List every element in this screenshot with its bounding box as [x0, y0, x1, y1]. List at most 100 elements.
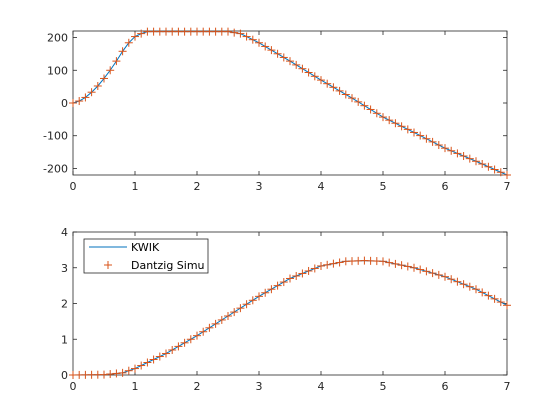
- dantzig-marker: [348, 94, 356, 103]
- y-tick-label: 3: [61, 262, 68, 275]
- dantzig-marker: [385, 258, 394, 267]
- y-tick-label: 1: [61, 333, 68, 346]
- dantzig-marker: [472, 157, 480, 166]
- dantzig-marker: [255, 38, 263, 47]
- top-axes-box: [72, 30, 508, 176]
- top-axes-tick-labels: 0 1 2 3 4 5 6 7 -200 -100 0 100 200: [43, 32, 510, 193]
- dantzig-marker: [441, 272, 449, 281]
- x-tick-label: 2: [194, 180, 201, 193]
- x-tick-label: 3: [256, 180, 263, 193]
- dantzig-marker: [118, 47, 127, 56]
- dantzig-marker: [93, 81, 102, 90]
- dantzig-marker: [335, 258, 344, 267]
- dantzig-marker: [137, 361, 146, 370]
- dantzig-marker: [447, 146, 456, 155]
- y-tick-label: 200: [47, 32, 68, 45]
- dantzig-marker: [292, 60, 301, 69]
- dantzig-marker: [403, 125, 412, 134]
- dantzig-marker: [236, 29, 245, 38]
- dantzig-marker: [503, 171, 511, 179]
- x-tick-label: 0: [70, 380, 77, 393]
- dantzig-marker: [397, 122, 406, 131]
- dantzig-marker: [366, 105, 375, 114]
- dantzig-marker: [465, 154, 474, 163]
- dantzig-marker: [310, 72, 319, 81]
- dantzig-marker: [248, 296, 257, 305]
- dantzig-marker: [335, 86, 344, 95]
- dantzig-marker: [137, 29, 146, 38]
- dantzig-marker: [453, 149, 462, 158]
- dantzig-marker: [273, 49, 282, 58]
- x-tick-label: 3: [256, 380, 263, 393]
- dantzig-marker: [87, 88, 96, 97]
- legend-dantzig-label: Dantzig Simu: [131, 259, 205, 272]
- x-tick-label: 4: [318, 180, 325, 193]
- dantzig-marker: [323, 260, 332, 269]
- y-tick-label: 0: [61, 369, 68, 382]
- dantzig-marker: [484, 162, 493, 171]
- dantzig-marker: [205, 323, 214, 332]
- dantzig-marker: [230, 308, 239, 317]
- dantzig-marker: [459, 152, 468, 161]
- dantzig-marker: [422, 267, 431, 276]
- dantzig-marker: [267, 285, 276, 294]
- dantzig-marker: [255, 292, 263, 301]
- bottom-axes-tick-labels: 0 1 2 3 4 5 6 7 0 1 2 3 4: [61, 226, 511, 393]
- dantzig-marker: [434, 141, 443, 150]
- dantzig-marker: [428, 269, 437, 278]
- dantzig-marker: [472, 285, 480, 294]
- dantzig-marker: [304, 68, 313, 77]
- x-tick-label: 0: [70, 180, 77, 193]
- dantzig-marker: [317, 76, 325, 85]
- dantzig-marker: [379, 113, 387, 122]
- dantzig-marker: [193, 331, 201, 340]
- dantzig-marker: [286, 274, 294, 283]
- dantzig-marker: [292, 271, 301, 280]
- dantzig-marker: [478, 288, 487, 297]
- y-tick-label: 4: [61, 226, 68, 239]
- dantzig-marker: [248, 35, 257, 44]
- dantzig-marker: [124, 38, 133, 47]
- dantzig-marker: [329, 83, 338, 92]
- dantzig-marker: [428, 137, 437, 146]
- dantzig-marker: [416, 265, 425, 274]
- dantzig-marker: [385, 116, 394, 125]
- dantzig-marker: [180, 338, 189, 347]
- dantzig-marker: [453, 277, 462, 286]
- dantzig-marker: [416, 131, 425, 140]
- dantzig-marker: [273, 281, 282, 290]
- dantzig-marker: [323, 79, 332, 88]
- dantzig-marker: [329, 259, 338, 268]
- dantzig-marker: [459, 280, 468, 289]
- dantzig-marker: [279, 53, 288, 62]
- dantzig-marker: [397, 261, 406, 270]
- dantzig-marker: [143, 358, 152, 367]
- dantzig-marker: [410, 263, 418, 272]
- dantzig-marker: [434, 270, 443, 279]
- dantzig-marker: [441, 144, 449, 153]
- dantzig-marker: [242, 300, 251, 309]
- x-tick-label: 2: [194, 380, 201, 393]
- dantzig-marker: [503, 301, 511, 310]
- dantzig-marker: [267, 46, 276, 55]
- legend-kwik-label: KWIK: [131, 241, 160, 254]
- dantzig-marker: [224, 27, 232, 36]
- dantzig-marker: [447, 275, 456, 284]
- dantzig-marker: [261, 42, 270, 51]
- dantzig-marker: [100, 370, 108, 379]
- dantzig-marker: [410, 128, 418, 137]
- dantzig-marker: [490, 294, 499, 303]
- dantzig-marker: [149, 355, 158, 364]
- dantzig-marker: [100, 74, 108, 83]
- y-tick-label: -100: [43, 130, 68, 143]
- dantzig-marker: [224, 312, 232, 321]
- x-tick-label: 7: [504, 180, 511, 193]
- dantzig-marker: [317, 261, 325, 270]
- dantzig-marker: [496, 298, 505, 307]
- x-tick-label: 5: [380, 180, 387, 193]
- dantzig-marker: [112, 369, 121, 378]
- dantzig-marker: [422, 134, 431, 143]
- dantzig-marker: [106, 370, 115, 379]
- top-axes: 0 1 2 3 4 5 6 7 -200 -100 0 100 200: [43, 27, 511, 193]
